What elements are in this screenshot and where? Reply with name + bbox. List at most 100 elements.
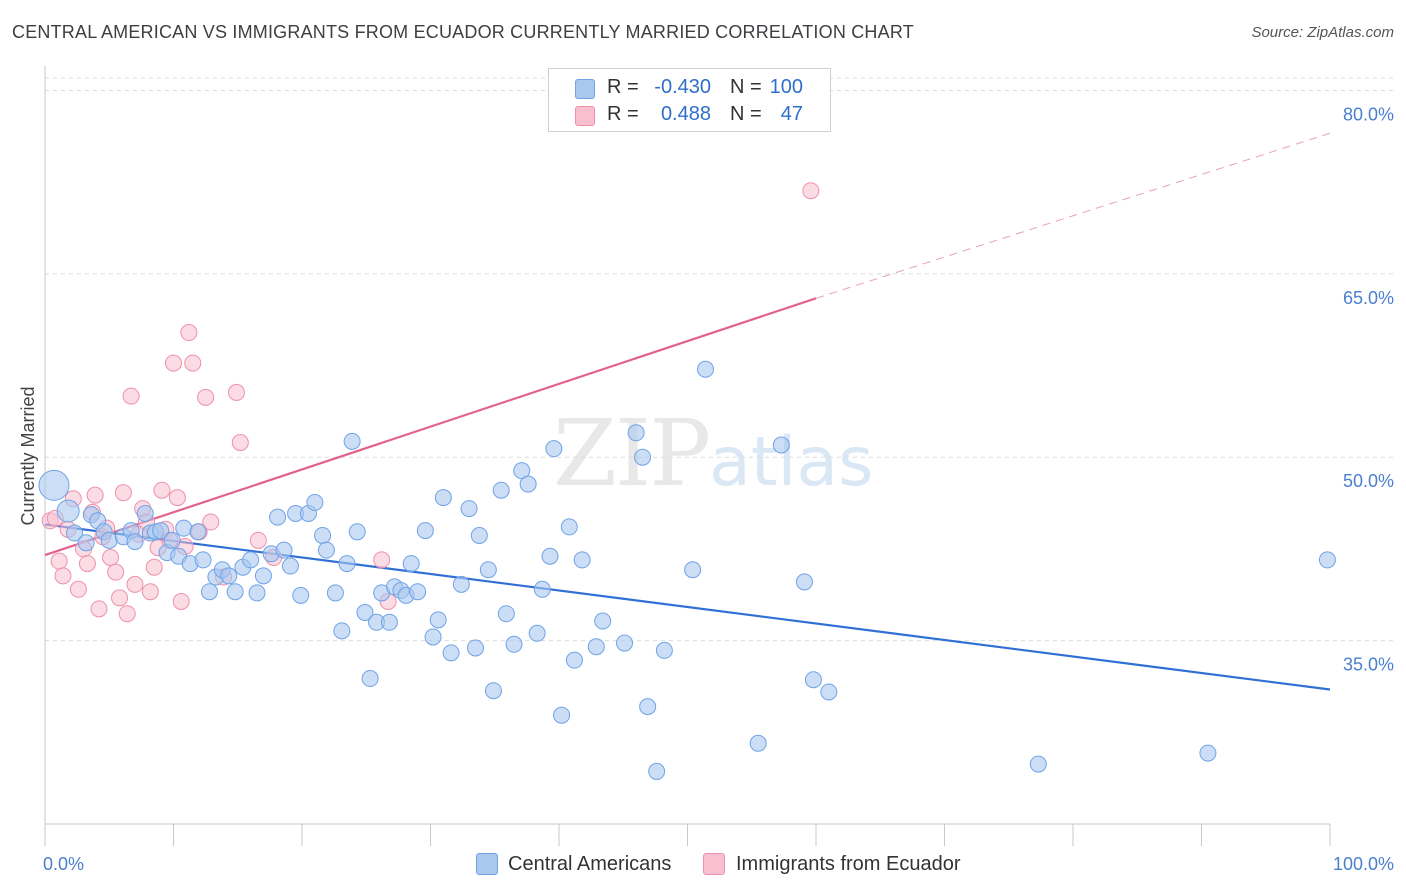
data-point-central-americans: [452, 575, 470, 593]
series-central-americans-points: [38, 360, 1336, 780]
data-point-central-americans: [492, 481, 510, 499]
data-point-central-americans: [38, 469, 70, 501]
data-point-ecuador: [184, 354, 202, 372]
legend-r-label: R =: [607, 76, 639, 98]
data-point-ecuador: [197, 388, 215, 406]
data-point-central-americans: [416, 522, 434, 540]
trend-line-central-americans: [44, 523, 1331, 691]
axis-labels: 35.0% 50.0% 65.0% 80.0% 0.0% 100.0% Currently …: [18, 104, 1394, 874]
data-point-central-americans: [634, 448, 652, 466]
legend-swatch-pink: [575, 106, 595, 126]
data-point-central-americans: [356, 603, 374, 621]
data-point-central-americans: [126, 533, 144, 551]
data-point-central-americans: [361, 670, 379, 688]
data-point-central-americans: [333, 622, 351, 640]
data-point-ecuador: [78, 555, 96, 573]
data-point-central-americans: [648, 762, 666, 780]
data-point-central-americans: [200, 583, 218, 601]
data-point-central-americans: [429, 611, 447, 629]
data-point-central-americans: [306, 493, 324, 511]
data-point-central-americans: [338, 555, 356, 573]
legend-r-value: -0.430: [654, 76, 711, 98]
data-point-central-americans: [380, 613, 398, 631]
data-point-ecuador: [180, 324, 198, 342]
data-point-central-americans: [505, 635, 523, 653]
data-point-central-americans: [409, 583, 427, 601]
legend-swatch-blue: [476, 853, 498, 875]
data-point-central-americans: [226, 583, 244, 601]
data-point-central-americans: [152, 522, 170, 540]
data-point-central-americans: [402, 555, 420, 573]
data-point-ecuador: [802, 182, 820, 200]
data-point-central-americans: [627, 424, 645, 442]
axes: [44, 66, 1331, 846]
data-point-ecuador: [118, 605, 136, 623]
data-point-central-americans: [587, 638, 605, 656]
legend-r-label: R =: [607, 103, 639, 125]
data-point-ecuador: [165, 354, 182, 372]
data-point-central-americans: [497, 605, 515, 623]
data-point-central-americans: [479, 561, 497, 579]
data-point-central-americans: [616, 634, 634, 652]
data-point-central-americans: [314, 526, 332, 544]
legend-n-label: N =: [730, 76, 762, 98]
data-point-central-americans: [220, 567, 238, 585]
data-point-ecuador: [202, 513, 220, 531]
data-point-central-americans: [163, 531, 181, 549]
data-point-ecuador: [172, 592, 190, 610]
data-point-central-americans: [795, 573, 813, 591]
data-point-central-americans: [66, 524, 84, 542]
data-point-central-americans: [594, 612, 612, 630]
correlation-legend: R = -0.430 N = 100 R = 0.488 N = 47: [548, 68, 831, 132]
data-point-central-americans: [639, 698, 657, 716]
watermark-atlas: atlas: [709, 423, 874, 502]
watermark: ZIPatlas: [553, 400, 874, 507]
x-tick-label: 0.0%: [43, 854, 84, 874]
data-point-central-americans: [189, 523, 207, 541]
data-point-ecuador: [231, 434, 249, 452]
data-point-central-americans: [696, 360, 714, 378]
data-point-central-americans: [541, 547, 559, 565]
data-point-ecuador: [102, 548, 120, 566]
data-point-ecuador: [145, 558, 163, 576]
data-point-central-americans: [281, 557, 299, 575]
source-label: Source: ZipAtlas.com: [1251, 24, 1394, 41]
data-point-central-americans: [1029, 755, 1047, 773]
data-point-ecuador: [153, 481, 171, 499]
legend-row-ecuador: R = 0.488 N = 47: [549, 102, 830, 128]
data-point-central-americans: [484, 682, 502, 700]
data-point-central-americans: [1318, 551, 1336, 569]
data-point-ecuador: [111, 589, 129, 607]
data-point-central-americans: [470, 526, 488, 544]
data-point-central-americans: [466, 639, 484, 657]
data-point-ecuador: [227, 383, 245, 401]
data-point-ecuador: [50, 552, 68, 570]
data-point-ecuador: [69, 580, 87, 598]
data-point-central-americans: [248, 584, 266, 602]
data-point-central-americans: [242, 551, 260, 569]
data-point-central-americans: [573, 551, 591, 569]
data-point-central-americans: [136, 504, 154, 522]
y-tick-label: 80.0%: [1343, 104, 1394, 124]
trend-line-ecuador: [44, 297, 817, 557]
data-point-central-americans: [804, 671, 822, 689]
data-point-central-americans: [820, 683, 838, 701]
data-point-central-americans: [424, 628, 442, 646]
data-point-central-americans: [269, 508, 287, 526]
data-point-central-americans: [194, 551, 212, 569]
data-point-central-americans: [528, 624, 546, 642]
data-point-central-americans: [772, 436, 790, 454]
y-tick-label: 35.0%: [1343, 655, 1394, 675]
legend-label: Central Americans: [508, 853, 672, 875]
data-point-ecuador: [86, 486, 104, 504]
legend-n-value: 47: [780, 103, 803, 125]
data-point-central-americans: [545, 440, 563, 458]
data-point-ecuador: [54, 567, 72, 585]
data-point-central-americans: [77, 534, 95, 552]
data-point-central-americans: [292, 586, 310, 604]
data-point-central-americans: [175, 519, 193, 537]
legend-swatch-blue: [575, 79, 595, 99]
y-tick-label: 65.0%: [1343, 288, 1394, 308]
data-point-central-americans: [275, 541, 293, 559]
